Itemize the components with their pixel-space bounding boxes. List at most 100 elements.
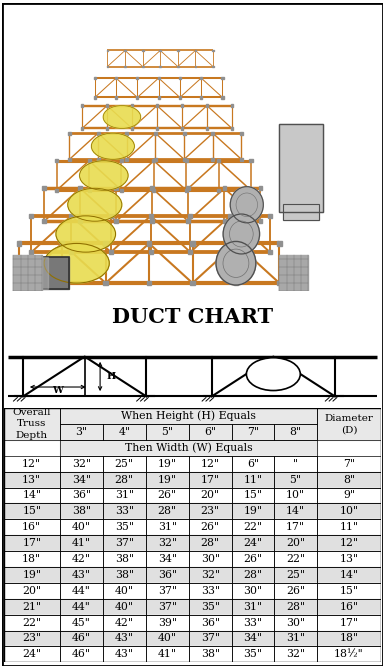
Bar [4,630,60,646]
Bar [232,630,274,646]
Bar [4,456,60,472]
Bar [189,424,232,440]
Bar [107,50,108,52]
Bar [146,630,189,646]
Bar [60,456,103,472]
Bar [4,535,60,551]
Text: 34": 34" [72,474,91,484]
Bar [228,250,232,254]
Bar [103,488,146,503]
Bar [142,50,144,52]
Text: 28": 28" [286,601,305,611]
Bar [189,488,232,503]
Text: 36": 36" [201,617,220,628]
Text: H: H [107,372,116,381]
Bar [189,551,232,567]
Bar [232,583,274,599]
Bar [189,583,232,599]
Bar [30,213,33,218]
Bar [4,551,60,567]
Bar [146,567,189,583]
Text: 10": 10" [340,506,359,516]
Bar [103,599,146,615]
Bar [4,615,60,630]
Bar [60,535,103,551]
Bar [274,503,317,519]
Text: 37": 37" [158,586,177,596]
Bar [232,488,274,503]
Bar [103,567,146,583]
Bar [317,615,381,630]
Text: 13": 13" [340,554,359,564]
Bar [317,583,381,599]
Text: 15": 15" [22,506,41,516]
Bar [4,567,60,583]
Bar [317,408,381,440]
Text: 22": 22" [286,554,305,564]
Bar [274,519,317,535]
Text: 39": 39" [158,617,177,628]
Bar [60,424,103,440]
Bar [147,241,151,246]
Bar [274,583,317,599]
Bar [146,615,189,630]
Bar [60,599,103,615]
Bar [60,440,317,456]
Bar [274,424,317,440]
Bar [60,281,64,286]
Bar [146,646,189,662]
Bar [146,488,189,503]
Text: 22": 22" [22,617,41,628]
Bar [249,159,253,163]
Text: 15": 15" [243,490,262,500]
Bar [249,189,253,192]
Text: 30": 30" [201,554,220,564]
Bar [159,50,161,52]
Text: 32": 32" [72,459,91,469]
Bar [274,646,317,662]
Bar [234,281,238,286]
Text: 34": 34" [158,554,177,564]
Text: 28": 28" [158,506,177,516]
Text: 17": 17" [340,617,358,628]
Bar [189,519,232,535]
Bar [120,189,123,192]
Text: 43": 43" [115,650,134,660]
Bar [240,158,243,161]
Bar [124,50,126,52]
Bar [231,127,233,130]
Bar [60,551,103,567]
Bar [189,503,232,519]
Text: 46": 46" [72,650,91,660]
Text: 20": 20" [201,490,220,500]
Bar [274,519,317,535]
Bar [194,66,196,68]
Bar [68,132,71,134]
Bar [317,503,381,519]
Bar [190,281,195,286]
Text: 25": 25" [286,570,305,580]
Bar [60,630,103,646]
Bar [317,535,381,551]
Bar [103,456,146,472]
Bar [4,472,60,488]
Bar [268,250,272,254]
Text: Then Width (W) Equals: Then Width (W) Equals [124,442,252,453]
Bar [103,583,146,599]
Text: 16": 16" [22,522,41,533]
Bar [103,583,146,599]
Text: 18": 18" [340,634,359,644]
Bar [97,132,100,134]
Bar [17,241,21,246]
Bar [4,408,60,440]
Bar [103,456,146,472]
Bar [189,488,232,503]
Text: 26": 26" [243,554,263,564]
Bar [189,535,232,551]
Bar [103,472,146,488]
Bar [232,472,274,488]
Text: 4": 4" [118,427,130,437]
Bar [177,66,179,68]
Bar [232,567,274,583]
Bar [317,630,381,646]
